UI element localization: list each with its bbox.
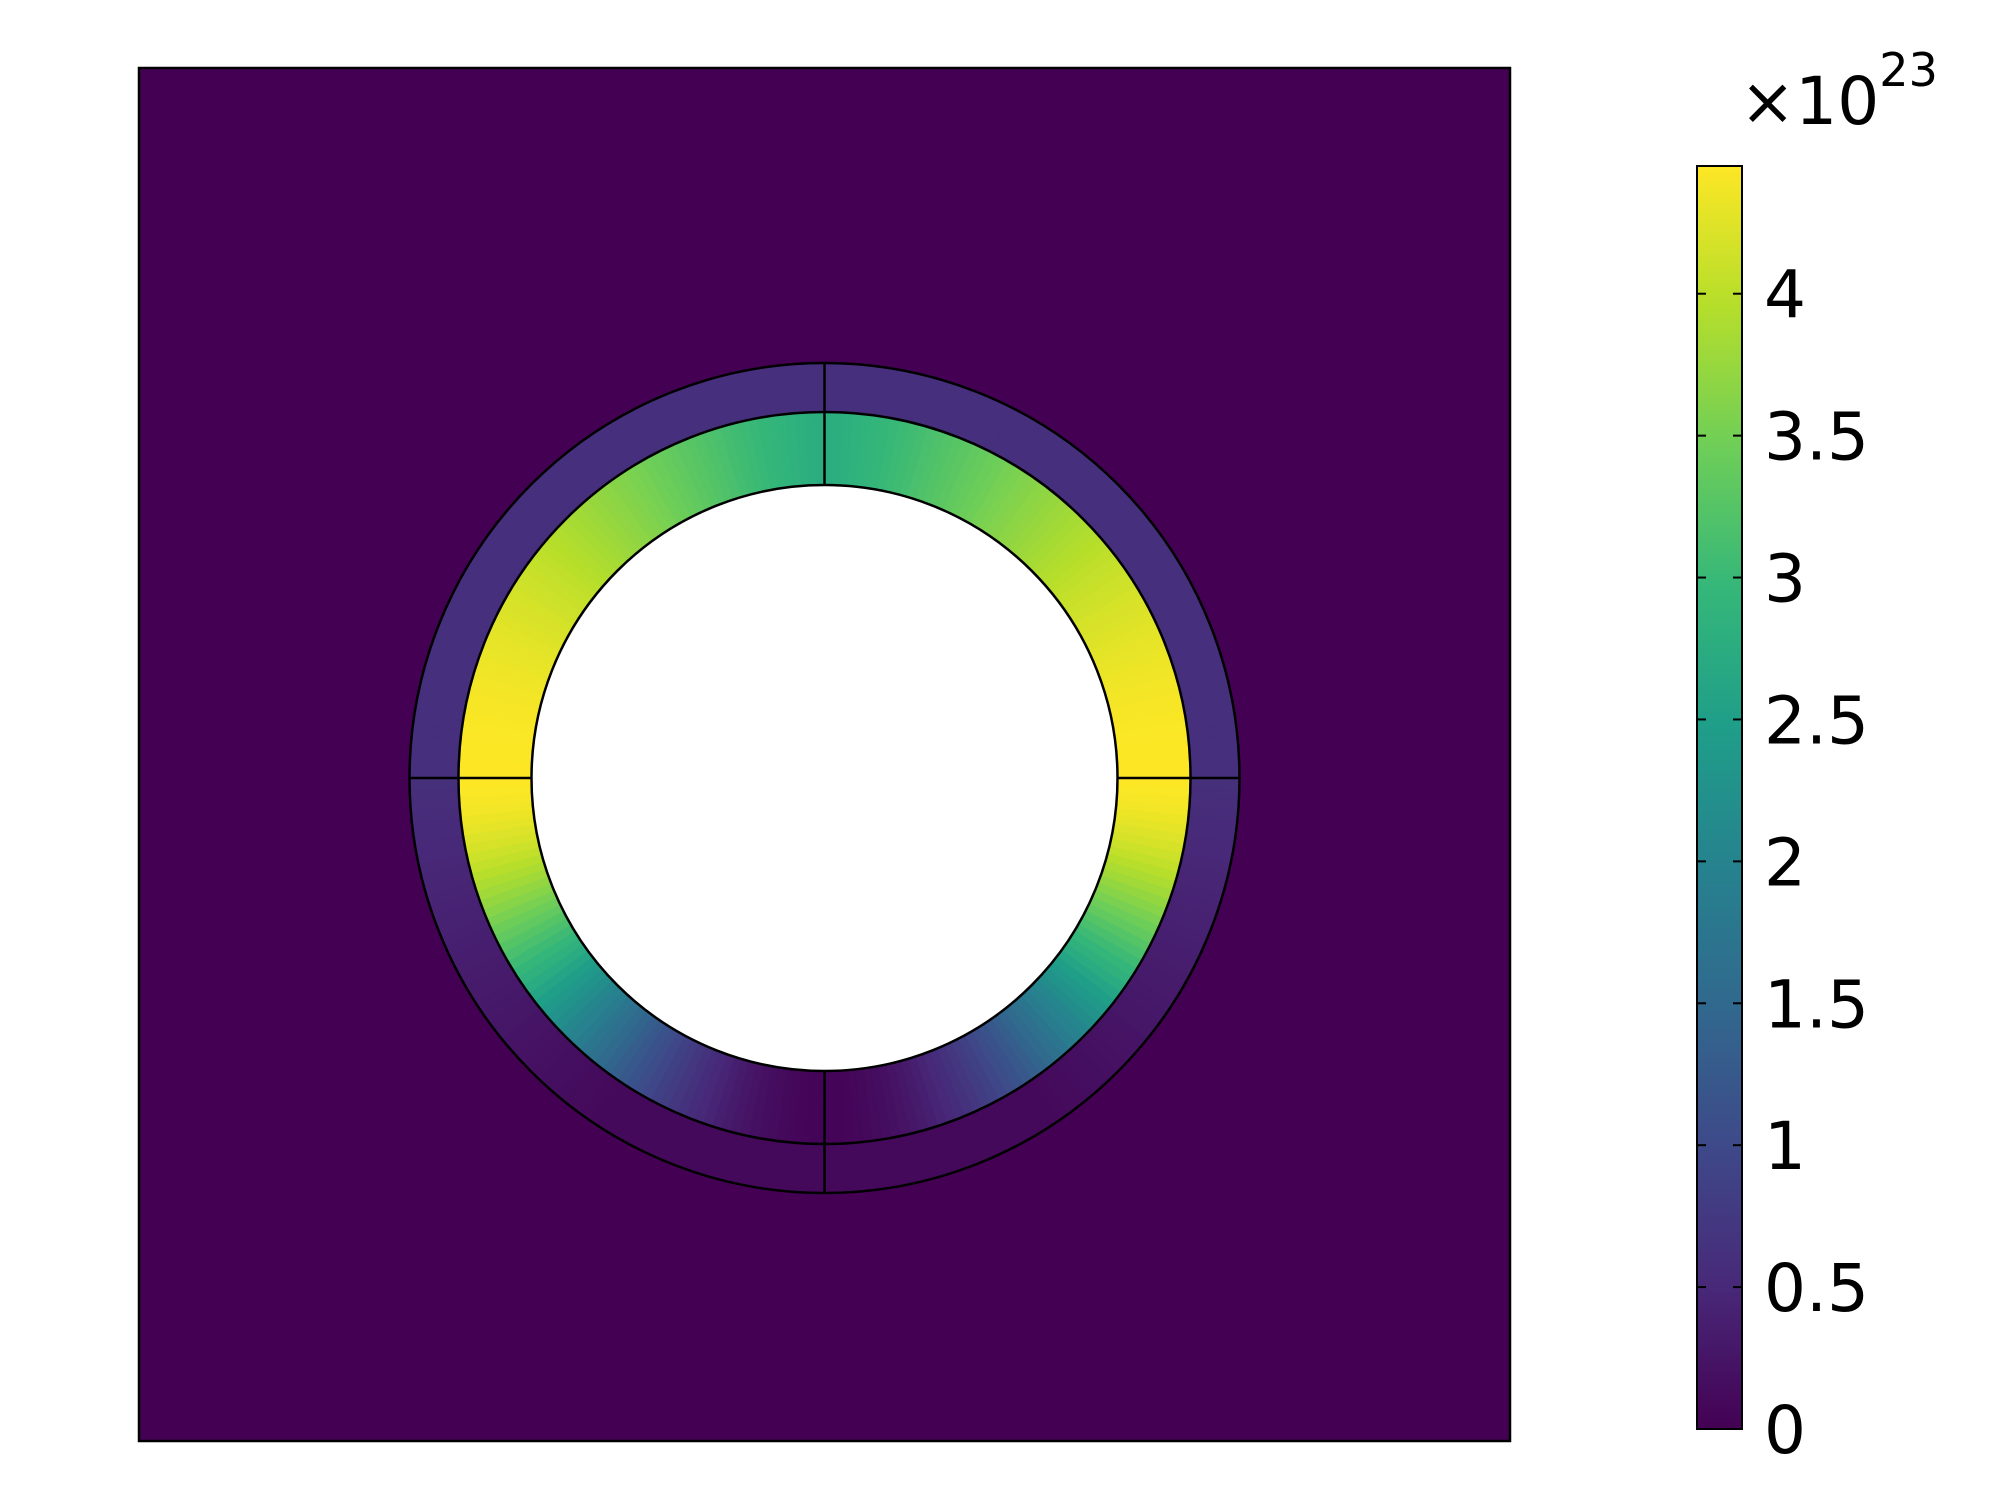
colorbar-tick-label: 4	[1764, 257, 1806, 334]
colorbar-multiplier-exponent: 23	[1879, 43, 1938, 97]
colorbar-tick-label: 1	[1764, 1108, 1806, 1185]
inner-ring-cell	[1117, 767, 1192, 779]
colorbar-multiplier: ×1023	[1740, 43, 1938, 140]
inner-ring-cell	[823, 1070, 835, 1145]
outer-ring-cell	[1189, 755, 1240, 770]
colorbar-tick-label: 3	[1764, 541, 1806, 618]
outer-ring-cell	[802, 362, 816, 414]
colorbar-tick-label: 2.5	[1764, 682, 1869, 759]
colorbar-bar	[1696, 165, 1743, 1430]
colorbar-tick-label: 0	[1764, 1392, 1806, 1469]
outer-ring-cell	[833, 1142, 847, 1194]
outer-ring-cell	[409, 777, 460, 790]
outer-ring-cell	[813, 362, 826, 413]
field-plot	[139, 68, 1510, 1441]
colorbar-tick-label: 1.5	[1764, 966, 1869, 1043]
geometry-boundaries	[137, 66, 1512, 1443]
colorbar-tick-label: 0.5	[1764, 1250, 1869, 1327]
colorbar-tick-label: 2	[1764, 824, 1806, 901]
outer-ring-cell	[409, 786, 460, 801]
domain-boundary	[137, 66, 1512, 1443]
central-hole	[531, 485, 1118, 1071]
inner-ring-cell	[457, 777, 532, 789]
colorbar-multiplier-base: ×10	[1740, 63, 1879, 140]
outer-ring-cell	[823, 1143, 836, 1194]
colorbar-ticks: 0 0.5 1 1.5 2 2.5 3 3.5 4	[1697, 257, 1869, 1469]
colorbar-tick-label: 3.5	[1764, 399, 1869, 476]
outer-ring-cell	[1189, 766, 1240, 779]
inner-ring-cell	[814, 411, 826, 486]
colorbar: 0 0.5 1 1.5 2 2.5 3 3.5 4 ×1023	[1696, 43, 1938, 1469]
